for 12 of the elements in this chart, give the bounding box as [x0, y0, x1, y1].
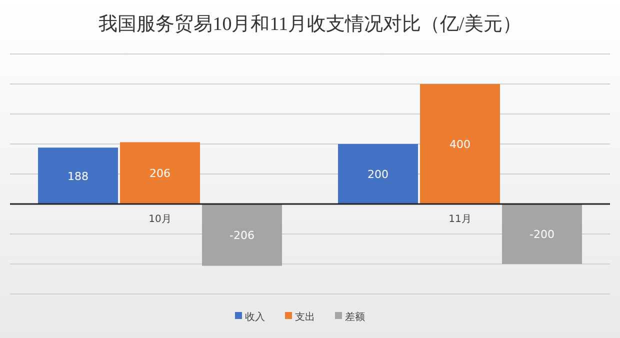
data-label: 206 — [150, 167, 170, 180]
title: 我国服务贸易10月和11月收支情况对比（亿/美元） — [98, 14, 522, 35]
legend-label: 支出 — [295, 311, 315, 323]
x-tick-label: 10月 — [148, 214, 172, 225]
legend-label: 差额 — [345, 311, 365, 323]
data-label: 200 — [368, 168, 388, 181]
legend-label: 收入 — [245, 311, 265, 323]
data-label: -206 — [230, 228, 254, 242]
data-label: 400 — [450, 138, 470, 151]
data-label: -200 — [530, 228, 554, 241]
data-label: 188 — [68, 170, 88, 183]
x-tick-label: 11月 — [448, 214, 472, 225]
